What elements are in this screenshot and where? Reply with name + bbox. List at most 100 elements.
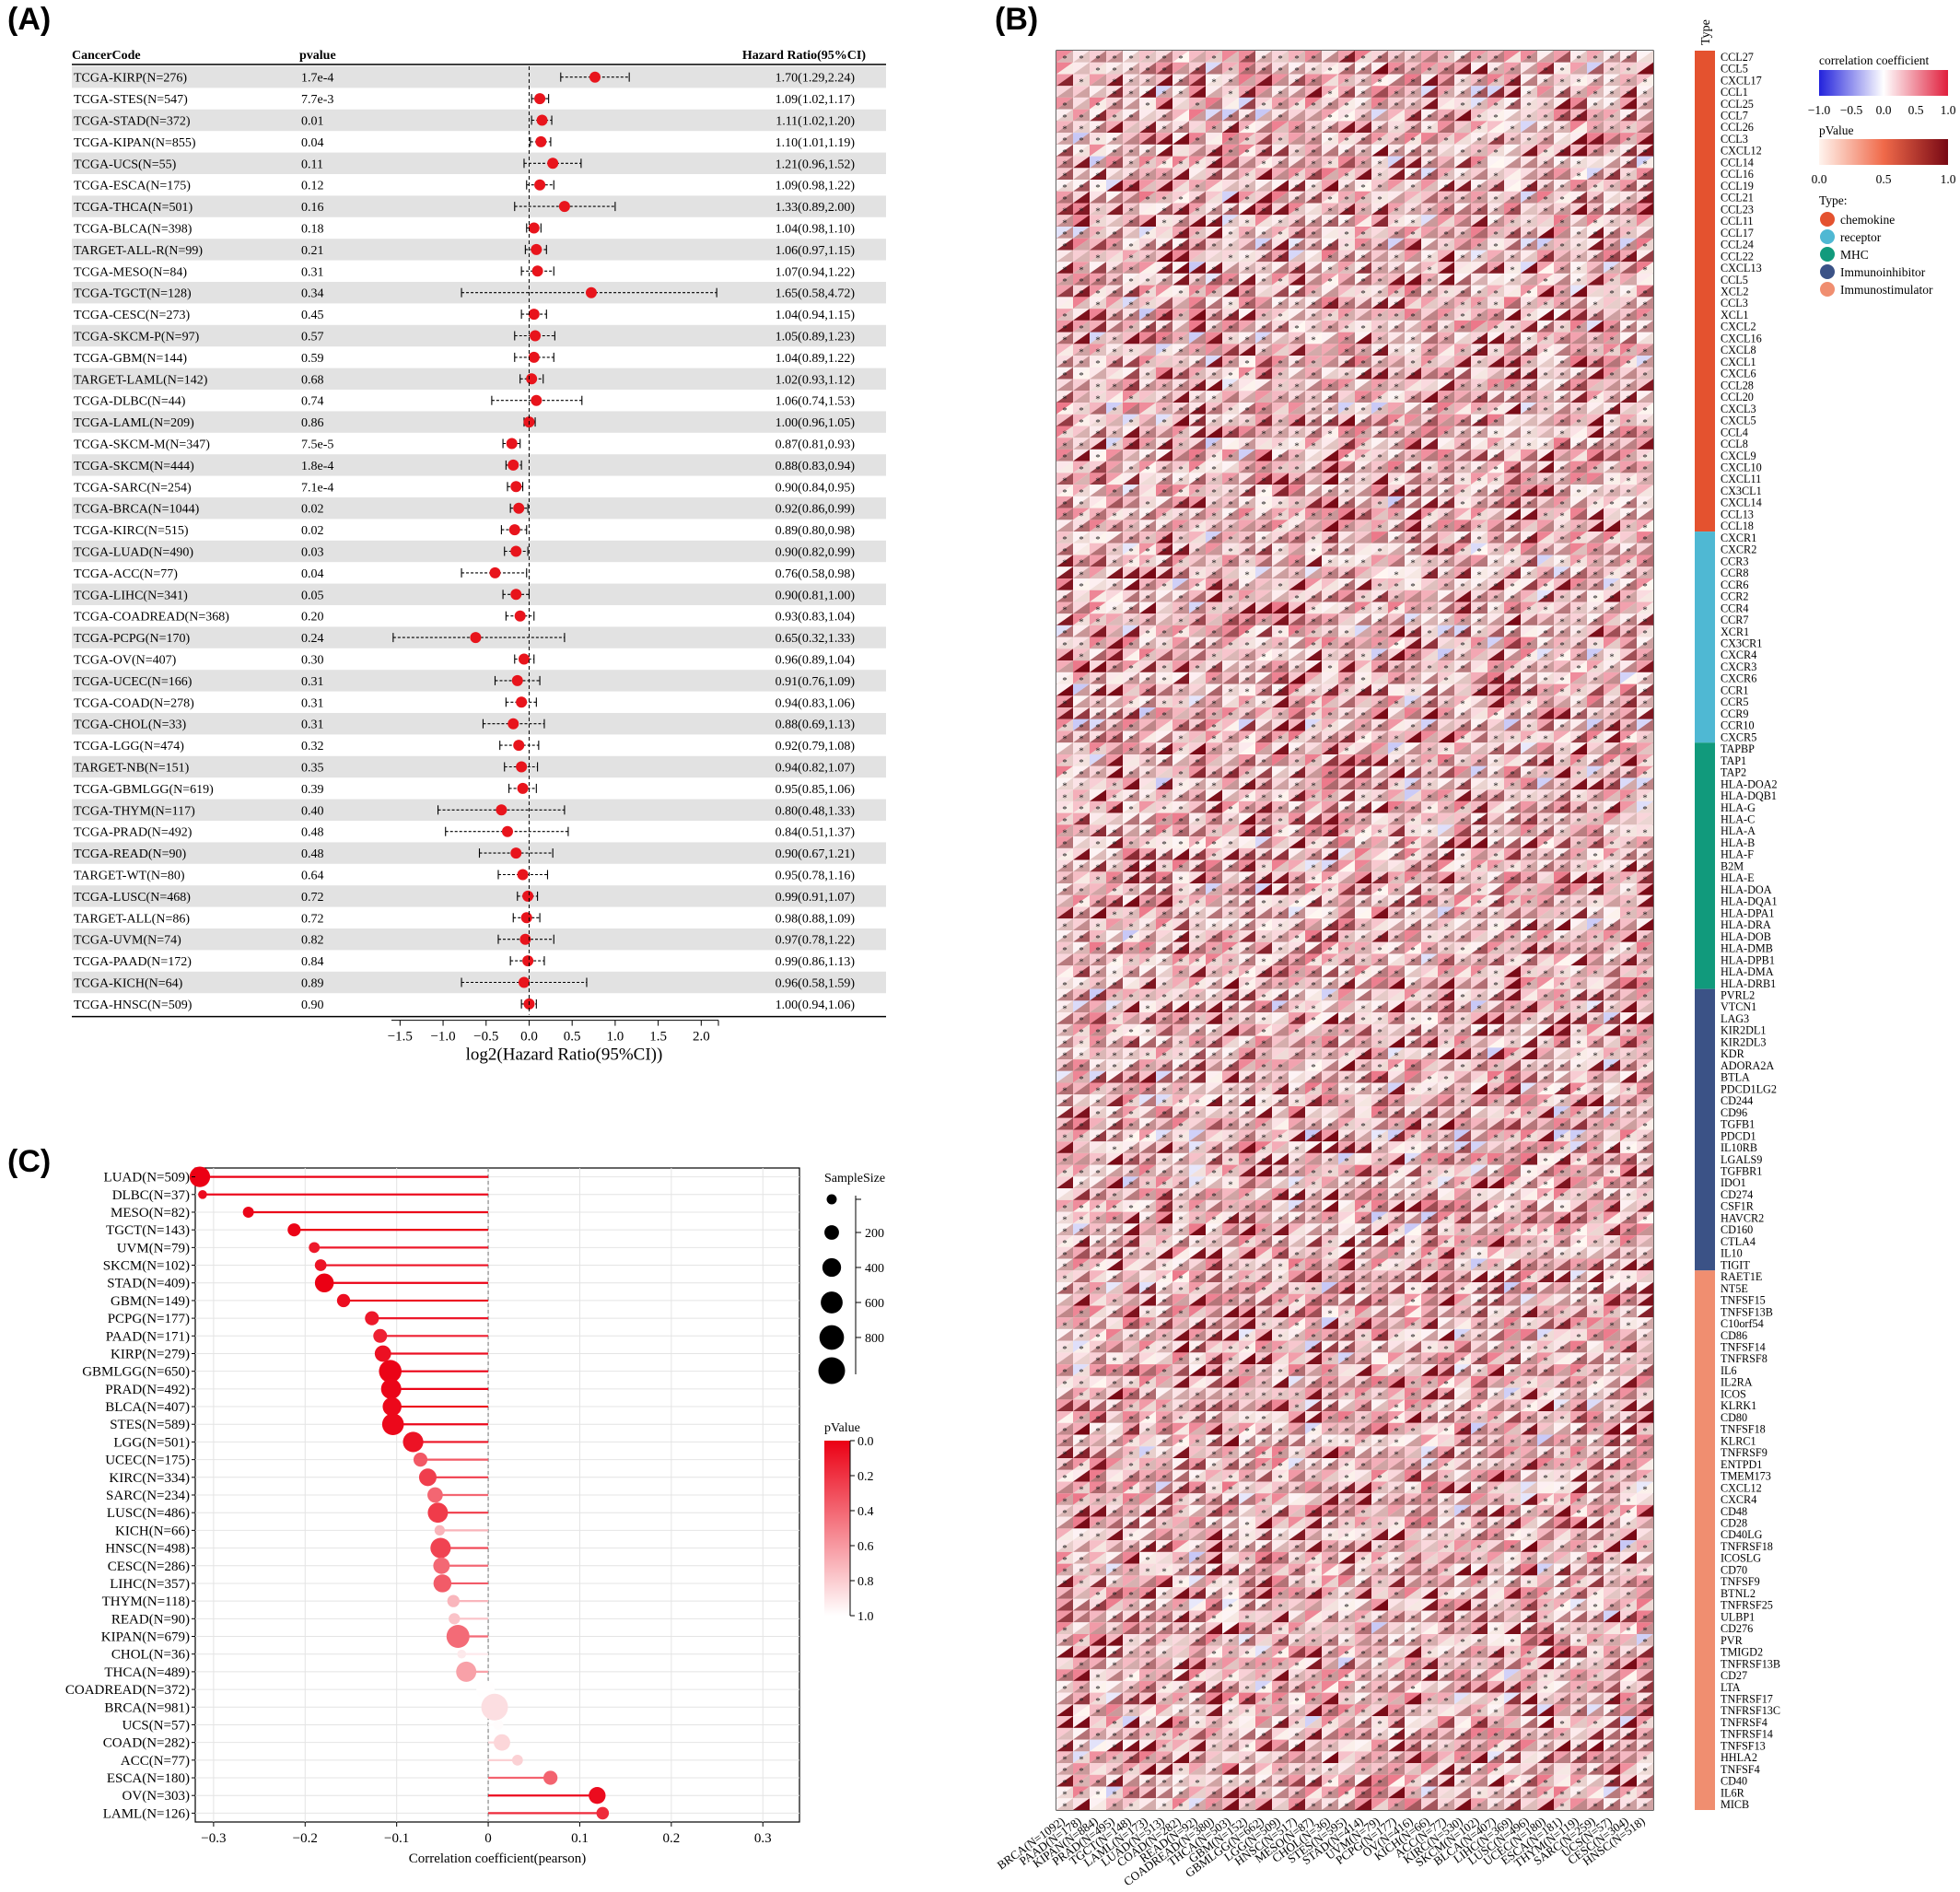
row-code: TCGA-PAAD(N=172) — [74, 955, 192, 969]
corr-triangle — [1139, 74, 1156, 87]
row-hr-text: 0.90(0.82,0.99) — [776, 546, 856, 560]
row-hr-text: 0.96(0.89,1.04) — [776, 654, 856, 668]
corr-triangle — [1056, 74, 1073, 87]
pvalue-triangle — [1123, 74, 1139, 87]
pvalue-triangle — [1289, 62, 1305, 75]
nonsig-star: * — [1128, 53, 1134, 64]
row-hr-text: 0.92(0.86,0.99) — [776, 503, 856, 517]
nonsig-star: * — [1344, 77, 1349, 88]
hr-point — [526, 373, 538, 385]
pvalue-triangle — [1139, 74, 1156, 87]
row-pvalue: 0.31 — [301, 718, 324, 732]
pvalue-triangle — [1454, 62, 1471, 75]
row-hr-text: 0.65(0.32,1.33) — [776, 632, 856, 646]
row-hr-text: 1.11(1.02,1.20) — [776, 115, 855, 129]
pvalue-triangle — [1222, 62, 1239, 75]
row-hr-text: 1.65(0.58,4.72) — [776, 287, 856, 301]
nonsig-star: * — [1195, 65, 1200, 76]
row-code: TCGA-HNSC(N=509) — [74, 999, 192, 1012]
row-hr-text: 1.06(0.74,1.53) — [776, 395, 856, 409]
hr-point — [530, 330, 542, 342]
row-hr-text: 0.98(0.88,1.09) — [776, 912, 856, 926]
x-tick-label: −1.0 — [430, 1030, 455, 1045]
row-code: TCGA-CHOL(N=33) — [74, 718, 187, 732]
pvalue-triangle — [1620, 62, 1637, 75]
row-pvalue: 0.34 — [301, 287, 324, 301]
row-pvalue: 0.24 — [301, 632, 324, 646]
pvalue-triangle — [1056, 74, 1073, 87]
row-code: TARGET-ALL-R(N=99) — [74, 244, 203, 258]
row-pvalue: 7.1e-4 — [301, 481, 333, 495]
corr-triangle — [1438, 74, 1454, 87]
row-hr-text: 1.04(0.94,1.15) — [776, 309, 856, 322]
pvalue-triangle — [1239, 62, 1255, 75]
nonsig-star: * — [1344, 53, 1349, 64]
hr-point — [585, 286, 597, 298]
nonsig-star: * — [1062, 53, 1068, 64]
panel-label-a: (A) — [7, 2, 51, 38]
row-code: TCGA-COAD(N=278) — [74, 696, 194, 710]
pvalue-triangle — [1123, 51, 1139, 63]
row-pvalue: 0.05 — [301, 589, 324, 602]
row-band — [72, 971, 886, 994]
pvalue-triangle — [1255, 74, 1272, 87]
row-code: TARGET-LAML(N=142) — [74, 373, 208, 387]
row-code: TCGA-MESO(N=84) — [74, 265, 187, 279]
pvalue-triangle — [1587, 51, 1604, 63]
row-hr-text: 0.90(0.67,1.21) — [776, 847, 856, 861]
pvalue-triangle — [1421, 62, 1438, 75]
nonsig-star: * — [1261, 53, 1266, 64]
row-hr-text: 0.93(0.83,1.04) — [776, 611, 856, 625]
hr-point — [518, 976, 530, 988]
row-hr-text: 1.04(0.98,1.10) — [776, 223, 856, 237]
row-pvalue: 1.7e-4 — [301, 72, 333, 86]
nonsig-star: * — [1244, 53, 1250, 64]
hr-point — [510, 481, 522, 493]
x-tick-label: −1.5 — [388, 1030, 413, 1045]
pvalue-triangle — [1537, 51, 1554, 63]
panel-label-c: (C) — [7, 1144, 51, 1180]
row-code: TCGA-GBM(N=144) — [74, 352, 187, 366]
row-hr-text: 1.21(0.96,1.52) — [776, 158, 856, 171]
row-pvalue: 7.7e-3 — [301, 93, 333, 107]
pvalue-triangle — [1106, 62, 1123, 75]
row-hr-text: 0.91(0.76,1.09) — [776, 675, 856, 689]
row-band — [72, 670, 886, 692]
nonsig-star: * — [1145, 77, 1150, 88]
row-pvalue: 0.18 — [301, 223, 324, 237]
nonsig-star: * — [1377, 53, 1382, 64]
row-hr-text: 1.02(0.93,1.12) — [776, 373, 856, 387]
pvalue-triangle — [1139, 62, 1156, 75]
pvalue-triangle — [1570, 62, 1587, 75]
corr-triangle — [1255, 74, 1272, 87]
nonsig-star: * — [1228, 65, 1233, 76]
hr-point — [531, 243, 542, 255]
nonsig-star: * — [1128, 77, 1134, 88]
row-pvalue: 0.32 — [301, 740, 324, 753]
row-code: TCGA-KIPAN(N=855) — [74, 136, 196, 150]
nonsig-star: * — [1377, 77, 1382, 88]
nonsig-star: * — [1244, 65, 1250, 76]
row-pvalue: 0.64 — [301, 870, 324, 883]
corr-triangle — [1355, 74, 1371, 87]
corr-triangle — [1305, 74, 1322, 87]
nonsig-star: * — [1095, 65, 1101, 76]
nonsig-star: * — [1079, 53, 1084, 64]
row-code: TCGA-COADREAD(N=368) — [74, 611, 229, 625]
row-band — [72, 109, 886, 132]
row-code: TCGA-KIRP(N=276) — [74, 72, 187, 86]
pvalue-triangle — [1189, 62, 1206, 75]
pvalue-triangle — [1388, 74, 1405, 87]
nonsig-star: * — [1559, 65, 1565, 76]
row-code: TCGA-UCS(N=55) — [74, 158, 177, 171]
row-pvalue: 0.57 — [301, 331, 324, 345]
row-pvalue: 0.45 — [301, 309, 324, 322]
nonsig-star: * — [1360, 77, 1366, 88]
pvalue-triangle — [1172, 62, 1189, 75]
col-header-code: CancerCode — [72, 49, 141, 63]
row-code: TCGA-TGCT(N=128) — [74, 287, 192, 301]
row-code: TCGA-BRCA(N=1044) — [74, 503, 200, 517]
row-pvalue: 0.90 — [301, 999, 324, 1012]
row-hr-text: 0.95(0.85,1.06) — [776, 783, 856, 797]
row-code: TCGA-OV(N=407) — [74, 654, 177, 668]
